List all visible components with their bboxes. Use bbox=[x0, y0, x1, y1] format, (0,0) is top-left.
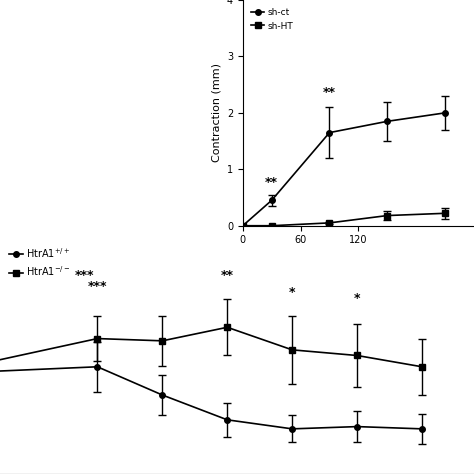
Legend: sh-ct, sh-HT: sh-ct, sh-HT bbox=[247, 5, 297, 34]
X-axis label: time: time bbox=[346, 251, 371, 261]
Text: *: * bbox=[289, 286, 295, 299]
Text: **: ** bbox=[221, 269, 234, 282]
Y-axis label: Contraction (mm): Contraction (mm) bbox=[211, 64, 221, 163]
Text: **: ** bbox=[265, 176, 278, 189]
Text: **: ** bbox=[323, 86, 336, 99]
Text: ***: *** bbox=[88, 281, 107, 293]
Legend: HtrA1$^{+/+}$, HtrA1$^{-/-}$: HtrA1$^{+/+}$, HtrA1$^{-/-}$ bbox=[5, 242, 74, 282]
Text: ***: *** bbox=[75, 269, 94, 282]
Text: *: * bbox=[354, 292, 360, 305]
